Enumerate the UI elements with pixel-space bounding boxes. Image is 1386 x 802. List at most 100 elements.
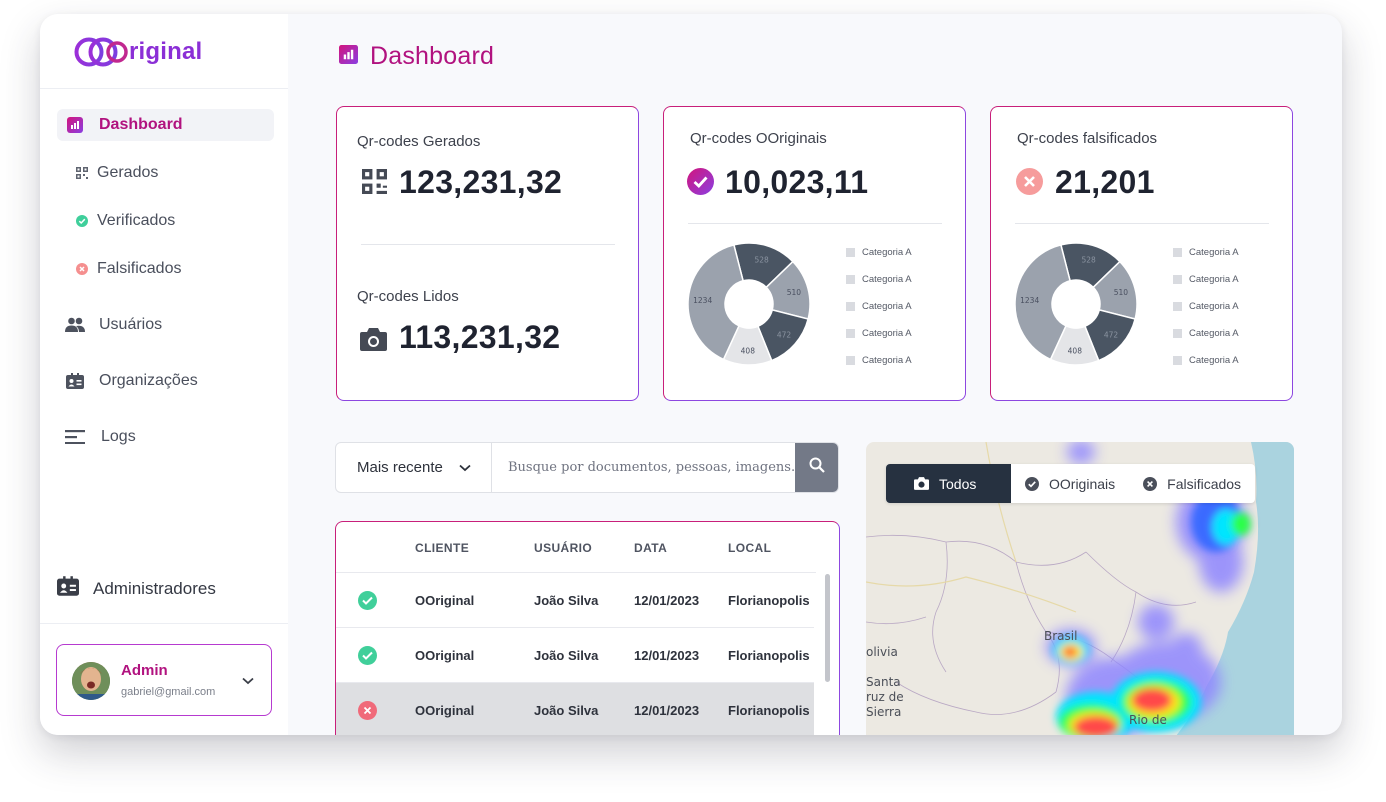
sidebar-item-usuarios[interactable]: Usuários [57,309,274,341]
sidebar-item-label: Gerados [97,164,159,181]
stats-card-generated-read: Qr-codes Gerados 123,231,32 Qr-codes Lid… [336,106,639,401]
divider [361,244,615,245]
card-label: Qr-codes OOriginais [690,130,827,147]
legend-item[interactable]: Categoria A [1173,239,1239,266]
sidebar-item-label: Logs [101,428,136,445]
filter-tab-falsificados[interactable]: Falsificados [1129,464,1255,503]
check-circle-icon [358,646,377,665]
filter-tab-ooriginais[interactable]: OOriginais [1011,464,1129,503]
map-label: Sierra [866,705,902,719]
x-circle-icon [75,259,89,279]
legend-swatch [1173,275,1182,284]
table-row[interactable]: OOriginal João Silva 12/01/2023 Floriano… [336,628,814,683]
logo[interactable]: riginal [73,34,202,70]
column-header-local[interactable]: LOCAL [728,541,772,555]
legend-label: Categoria A [1189,301,1239,312]
chart-legend: Categoria A Categoria A Categoria A Categor… [846,239,912,374]
camera-icon [360,328,387,356]
legend-swatch [1173,248,1182,257]
legend-label: Categoria A [1189,355,1239,366]
stats-card-originals: Qr-codes OOriginais 10,023,11 528 510 472 4… [663,106,966,401]
donut-slice-label: 472 [1104,331,1119,340]
records-table: CLIENTE USUÁRIO DATA LOCAL OOriginal Joã… [335,521,840,735]
page-title: Dashboard [339,42,494,71]
bar-chart-icon [65,115,85,135]
donut-slice[interactable] [1014,243,1071,361]
cell-client: OOriginal [415,703,475,718]
legend-label: Categoria A [862,301,912,312]
cell-local: Florianopolis [728,703,810,718]
legend-item[interactable]: Categoria A [1173,320,1239,347]
sidebar-item-falsificados[interactable]: Falsificados [57,253,274,285]
legend-item[interactable]: Categoria A [846,266,912,293]
legend-label: Categoria A [862,355,912,366]
originals-donut-chart: 528 510 472 408 1234 [687,242,811,366]
sort-label: Mais recente [357,459,443,476]
user-email: gabriel@gmail.com [121,686,216,698]
table-scrollbar[interactable] [825,574,830,682]
heatmap-map[interactable]: Brasil olivia Santa ruz de Sierra Rio de… [866,442,1294,735]
cell-client: OOriginal [415,593,475,608]
column-header-user[interactable]: USUÁRIO [534,541,593,555]
legend-item[interactable]: Categoria A [846,320,912,347]
donut-slice-label: 510 [1114,288,1129,297]
legend-swatch [846,248,855,257]
page-title-text: Dashboard [370,42,495,70]
donut-slice-label: 472 [777,331,792,340]
id-card-icon [65,371,85,391]
check-circle-icon [358,591,377,610]
legend-item[interactable]: Categoria A [846,293,912,320]
originals-count: 10,023,11 [725,164,869,200]
table-row[interactable]: OOriginal João Silva 12/01/2023 Floriano… [336,573,814,628]
check-circle-icon [75,211,89,231]
legend-swatch [1173,302,1182,311]
check-circle-icon [1025,476,1039,491]
qr-code-icon [362,169,387,199]
sidebar-item-label: Organizações [99,372,198,389]
sort-dropdown[interactable]: Mais recente [336,443,492,492]
legend-item[interactable]: Categoria A [846,239,912,266]
sidebar-item-label: Dashboard [99,116,183,133]
logo-rings-icon [74,37,128,67]
x-circle-icon [1016,168,1043,200]
sidebar-item-organizacoes[interactable]: Organizações [57,365,274,397]
sidebar-item-dashboard[interactable]: Dashboard [57,109,274,141]
legend-item[interactable]: Categoria A [1173,266,1239,293]
fakes-donut-chart: 528 510 472 408 1234 [1014,242,1138,366]
chevron-down-icon [459,459,471,476]
legend-item[interactable]: Categoria A [846,347,912,374]
donut-slice[interactable] [687,243,744,361]
cell-date: 12/01/2023 [634,703,700,718]
legend-item[interactable]: Categoria A [1173,293,1239,320]
donut-slice-label: 510 [787,288,802,297]
cell-date: 12/01/2023 [634,593,700,608]
donut-slice-label: 528 [755,255,770,264]
search-button[interactable] [795,443,838,492]
table-row[interactable]: OOriginal João Silva 12/01/2023 Floriano… [336,683,814,735]
bar-chart-icon [339,44,358,69]
legend-item[interactable]: Categoria A [1173,347,1239,374]
users-icon [65,315,85,335]
sidebar-item-label: Verificados [97,212,176,229]
sidebar-item-administradores[interactable]: Administradores [57,576,216,601]
sidebar-item-gerados[interactable]: Gerados [57,157,274,189]
sidebar-item-logs[interactable]: Logs [57,421,274,453]
avatar [72,662,110,700]
legend-label: Categoria A [1189,328,1239,339]
legend-swatch [846,356,855,365]
donut-slice-label: 408 [1068,346,1083,355]
search-input[interactable] [492,443,795,492]
cell-client: OOriginal [415,648,475,663]
column-header-date[interactable]: DATA [634,541,668,555]
read-count: 113,231,32 [399,319,561,355]
column-header-client[interactable]: CLIENTE [415,541,470,555]
legend-label: Categoria A [862,274,912,285]
filter-tab-todos[interactable]: Todos [886,464,1011,503]
user-menu[interactable]: Admin gabriel@gmail.com [56,644,272,716]
card-label: Qr-codes Gerados [357,133,481,150]
card-label: Qr-codes falsificados [1017,130,1158,147]
x-circle-icon [1143,476,1158,491]
generated-count: 123,231,32 [399,164,563,200]
sidebar-item-verificados[interactable]: Verificados [57,205,274,237]
divider [40,88,288,89]
